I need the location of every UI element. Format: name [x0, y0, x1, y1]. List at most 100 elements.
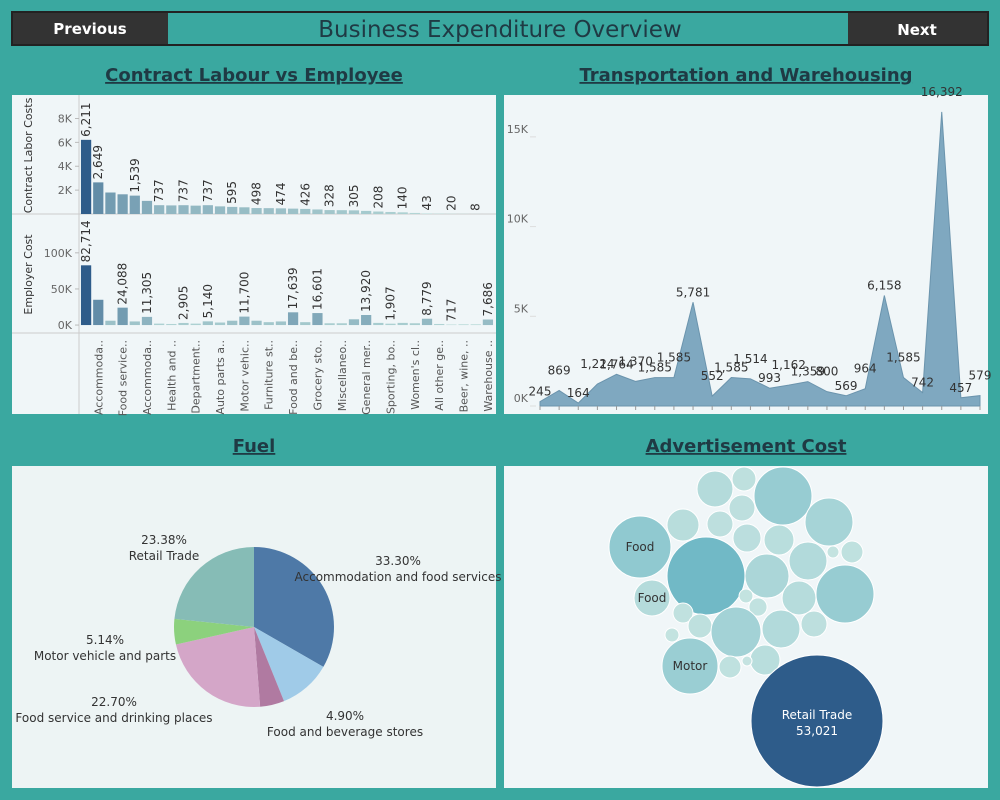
slice-label: Retail Trade: [129, 549, 200, 563]
bubble: [763, 524, 795, 556]
value-label: 869: [548, 363, 571, 377]
bubble-label: Retail Trade: [782, 708, 853, 722]
bar: [312, 313, 323, 326]
bubble: [661, 637, 719, 695]
x-tick-label: General mer..: [360, 340, 373, 415]
x-tick-label: Accommoda..: [92, 340, 105, 415]
bar: [178, 322, 189, 326]
value-label: 5.14%: [86, 633, 124, 647]
bar: [324, 323, 335, 326]
x-tick-label: Sporting, bo..: [385, 340, 398, 414]
y-tick-label: 10K: [507, 213, 529, 226]
bar: [80, 139, 92, 214]
bubble: [718, 655, 742, 679]
value-label: 305: [347, 184, 361, 207]
bar: [446, 324, 457, 326]
bar: [421, 318, 433, 326]
pie-slice: [174, 618, 254, 645]
y-tick-label: 100K: [44, 247, 73, 260]
bar: [300, 208, 311, 214]
bar: [275, 321, 287, 326]
x-tick-label: Grocery sto..: [311, 340, 324, 410]
bar: [251, 320, 262, 326]
bubble: [666, 508, 700, 542]
value-label: 7,686: [481, 282, 495, 316]
value-label: 140: [396, 186, 410, 209]
bubble: [633, 579, 671, 617]
bar: [348, 319, 360, 326]
bar: [373, 322, 384, 326]
value-label: 595: [225, 181, 239, 204]
panel-title: Advertisement Cost: [646, 436, 847, 457]
pie-slice: [254, 547, 334, 667]
bubble-label: Motor: [673, 659, 708, 673]
bubble-label: Food: [638, 591, 667, 605]
value-label: 4.90%: [326, 709, 364, 723]
bar: [239, 207, 250, 214]
value-label: 569: [835, 379, 858, 393]
bar: [178, 205, 189, 214]
bar: [421, 213, 433, 214]
bar: [166, 323, 177, 326]
value-label: 1,370: [618, 354, 652, 368]
bar: [214, 322, 226, 326]
x-tick-label: All other ge..: [433, 340, 446, 411]
value-label: 23.38%: [141, 533, 187, 547]
bar: [239, 316, 250, 326]
bubble-label: Food: [626, 540, 655, 554]
panel-title: Transportation and Warehousing: [579, 65, 912, 86]
bubble: [800, 610, 828, 638]
bar: [434, 323, 445, 326]
bar: [361, 210, 372, 214]
value-label: 1,514: [733, 352, 767, 366]
bar: [373, 211, 384, 214]
bar: [458, 324, 469, 326]
slice-label: Accommodation and food services: [295, 570, 502, 584]
bubble: [728, 494, 756, 522]
value-label: 800: [816, 365, 839, 379]
slice-label: Food and beverage stores: [267, 725, 423, 739]
bubble: [815, 564, 875, 624]
value-label: 13,920: [359, 270, 373, 312]
bar: [336, 323, 347, 326]
page-title: Business Expenditure Overview: [318, 17, 682, 43]
bar: [385, 323, 396, 326]
bubble: [732, 523, 762, 553]
bar: [336, 210, 347, 214]
value-label: 457: [949, 381, 972, 395]
value-label: 1,585: [657, 351, 691, 365]
value-label: 474: [274, 182, 288, 205]
bar: [141, 200, 153, 214]
y-tick-label: 0K: [58, 319, 73, 332]
value-label: 16,601: [310, 268, 324, 310]
y-tick-label: 2K: [58, 184, 73, 197]
x-tick-label: Health and ..: [165, 340, 178, 411]
y-tick-label: 8K: [58, 112, 73, 125]
previous-button[interactable]: [13, 13, 168, 44]
value-label: 5,140: [201, 284, 215, 318]
value-label: 1,539: [128, 158, 142, 192]
next-label[interactable]: Next: [897, 21, 937, 39]
value-label: 964: [854, 362, 877, 376]
next-button[interactable]: [848, 13, 987, 44]
pie-slice: [175, 627, 261, 707]
value-label: 16,392: [921, 85, 963, 99]
pie-slice: [254, 627, 324, 702]
x-tick-label: Food service..: [117, 340, 130, 416]
value-label: 11,700: [237, 272, 251, 314]
bubble: [761, 609, 801, 649]
bar: [202, 321, 213, 326]
y-tick-label: 6K: [58, 136, 73, 149]
previous-label[interactable]: Previous: [53, 20, 126, 38]
bubble: [753, 466, 813, 526]
bar: [275, 208, 287, 214]
x-tick-label: Accommoda..: [141, 340, 154, 415]
bar: [227, 206, 238, 214]
bubble: [788, 541, 828, 581]
bar: [227, 320, 238, 326]
bar: [251, 208, 262, 214]
value-label: 1,907: [384, 286, 398, 320]
header-bar: [11, 11, 989, 46]
y-tick-label: 0K: [514, 392, 529, 405]
bubble: [731, 466, 757, 492]
